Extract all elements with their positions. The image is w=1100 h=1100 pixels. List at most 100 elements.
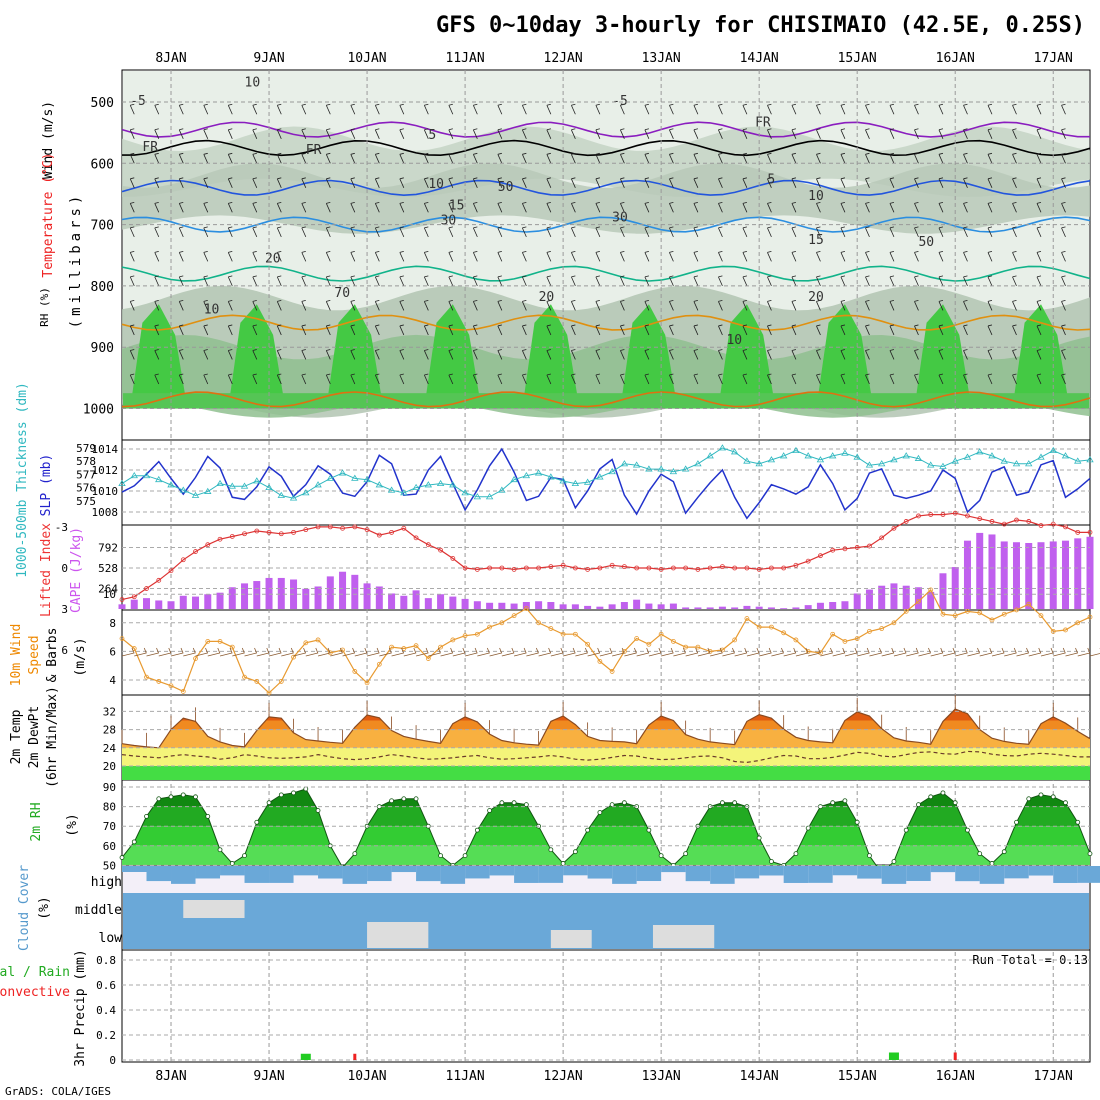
wind-barb (914, 349, 919, 360)
contour-label: FR (306, 143, 322, 158)
wind-speed-point (989, 617, 995, 623)
wind-barb (350, 103, 356, 115)
wind-barb (252, 226, 258, 238)
wind-barb (914, 103, 919, 115)
rh-tick: 90 (103, 781, 116, 794)
wind-barb (350, 226, 356, 238)
rh-point (769, 859, 774, 864)
wind-barb (497, 324, 503, 336)
cloud-high-bar (685, 866, 711, 882)
wind-barb (718, 128, 723, 139)
li-point (793, 562, 799, 568)
li-tick: 6 (61, 644, 68, 657)
wind-barb (1012, 250, 1017, 262)
wind-barb (350, 250, 356, 262)
date-label-bottom: 15JAN (838, 1069, 877, 1084)
thickness-point (865, 461, 874, 468)
cape-bar (804, 605, 812, 609)
li-point (1050, 521, 1056, 527)
wind-barb (1036, 177, 1042, 188)
cloud-high-bar (783, 866, 809, 883)
contour-label: 30 (441, 214, 457, 229)
wind-speed-point (438, 644, 443, 650)
thickness-point (424, 481, 433, 488)
wind-barb (1036, 300, 1042, 311)
wind-barb-10m (1077, 647, 1091, 657)
cloud-labels: Cloud Cover (%) high middle low (17, 865, 122, 951)
thickness-point (608, 467, 616, 475)
wind-speed-point (928, 587, 934, 593)
wind-barb (227, 300, 233, 311)
wind-barb (742, 300, 748, 311)
cloud-high-bar (710, 866, 735, 884)
cape-bar (559, 604, 567, 609)
li-point (1087, 529, 1093, 535)
wind-speed-point (327, 650, 333, 656)
li-point (327, 524, 333, 530)
wind-barb (718, 275, 723, 287)
rh-point (474, 827, 480, 833)
wind-barb-10m (354, 647, 368, 657)
wind-barb (840, 300, 846, 311)
wind-barb (1036, 128, 1042, 139)
li-point (769, 565, 774, 571)
wind-barb (914, 300, 919, 311)
wind-speed-point (854, 636, 860, 641)
wind-barb (938, 373, 944, 385)
rh-point (401, 796, 407, 802)
wind-barb (399, 275, 405, 287)
wind-barb (742, 275, 748, 287)
cloud-plot (122, 866, 1100, 949)
temp-band (122, 729, 1090, 748)
cloud-high-bar (1053, 866, 1078, 883)
wind-barb (203, 349, 209, 360)
thickness-point (387, 486, 396, 493)
wind-barb (203, 275, 209, 287)
wind-barb (816, 128, 821, 139)
wind-barb (154, 349, 160, 360)
cloud-high-bar (906, 866, 931, 881)
wind-barb (914, 177, 919, 188)
pressure-tick: 900 (91, 341, 114, 356)
thickness-point (828, 452, 837, 459)
wind-barb (742, 349, 748, 360)
wind-barb (374, 103, 380, 115)
cloud-high-bar (122, 866, 147, 872)
wind-barb (644, 275, 650, 287)
cape-bar (339, 571, 347, 609)
wind-barb (325, 349, 331, 360)
li-point (413, 535, 419, 541)
wind-speed-point (413, 643, 419, 649)
cape-bar (351, 574, 359, 609)
cloud-high-bar (318, 866, 343, 879)
wind-barb-10m (893, 647, 907, 657)
rh-point (805, 825, 811, 831)
wind-barb (129, 275, 135, 287)
cape-bar (939, 573, 947, 609)
wind-speed-point (952, 613, 958, 619)
contour-label: FR (755, 116, 771, 131)
rh-point (1087, 851, 1093, 857)
rh-band-fill (122, 845, 1090, 866)
date-label-bottom: 8JAN (155, 1069, 186, 1084)
date-label-top: 15JAN (838, 51, 877, 66)
wind-barb-10m (783, 647, 797, 657)
wind-barb (742, 201, 748, 213)
wind-barb (816, 349, 821, 360)
rh-point (683, 851, 689, 857)
wind-barb (178, 152, 184, 164)
rh-point (168, 794, 174, 800)
temp-tick: 20 (103, 760, 116, 773)
wind-barb-10m (906, 647, 919, 657)
wind-speed-point (144, 674, 149, 680)
precip-total-bar (300, 1053, 311, 1060)
wind-barb (571, 373, 576, 385)
wind-barb-10m (477, 647, 490, 657)
wind-barb (865, 324, 870, 336)
rh-tick: 60 (103, 840, 116, 853)
wind-barb (595, 275, 601, 287)
wind-barb-10m (991, 647, 1005, 657)
wind-tick: 10 (103, 588, 116, 601)
wind-barb (963, 201, 968, 213)
wind-barb (546, 250, 552, 262)
